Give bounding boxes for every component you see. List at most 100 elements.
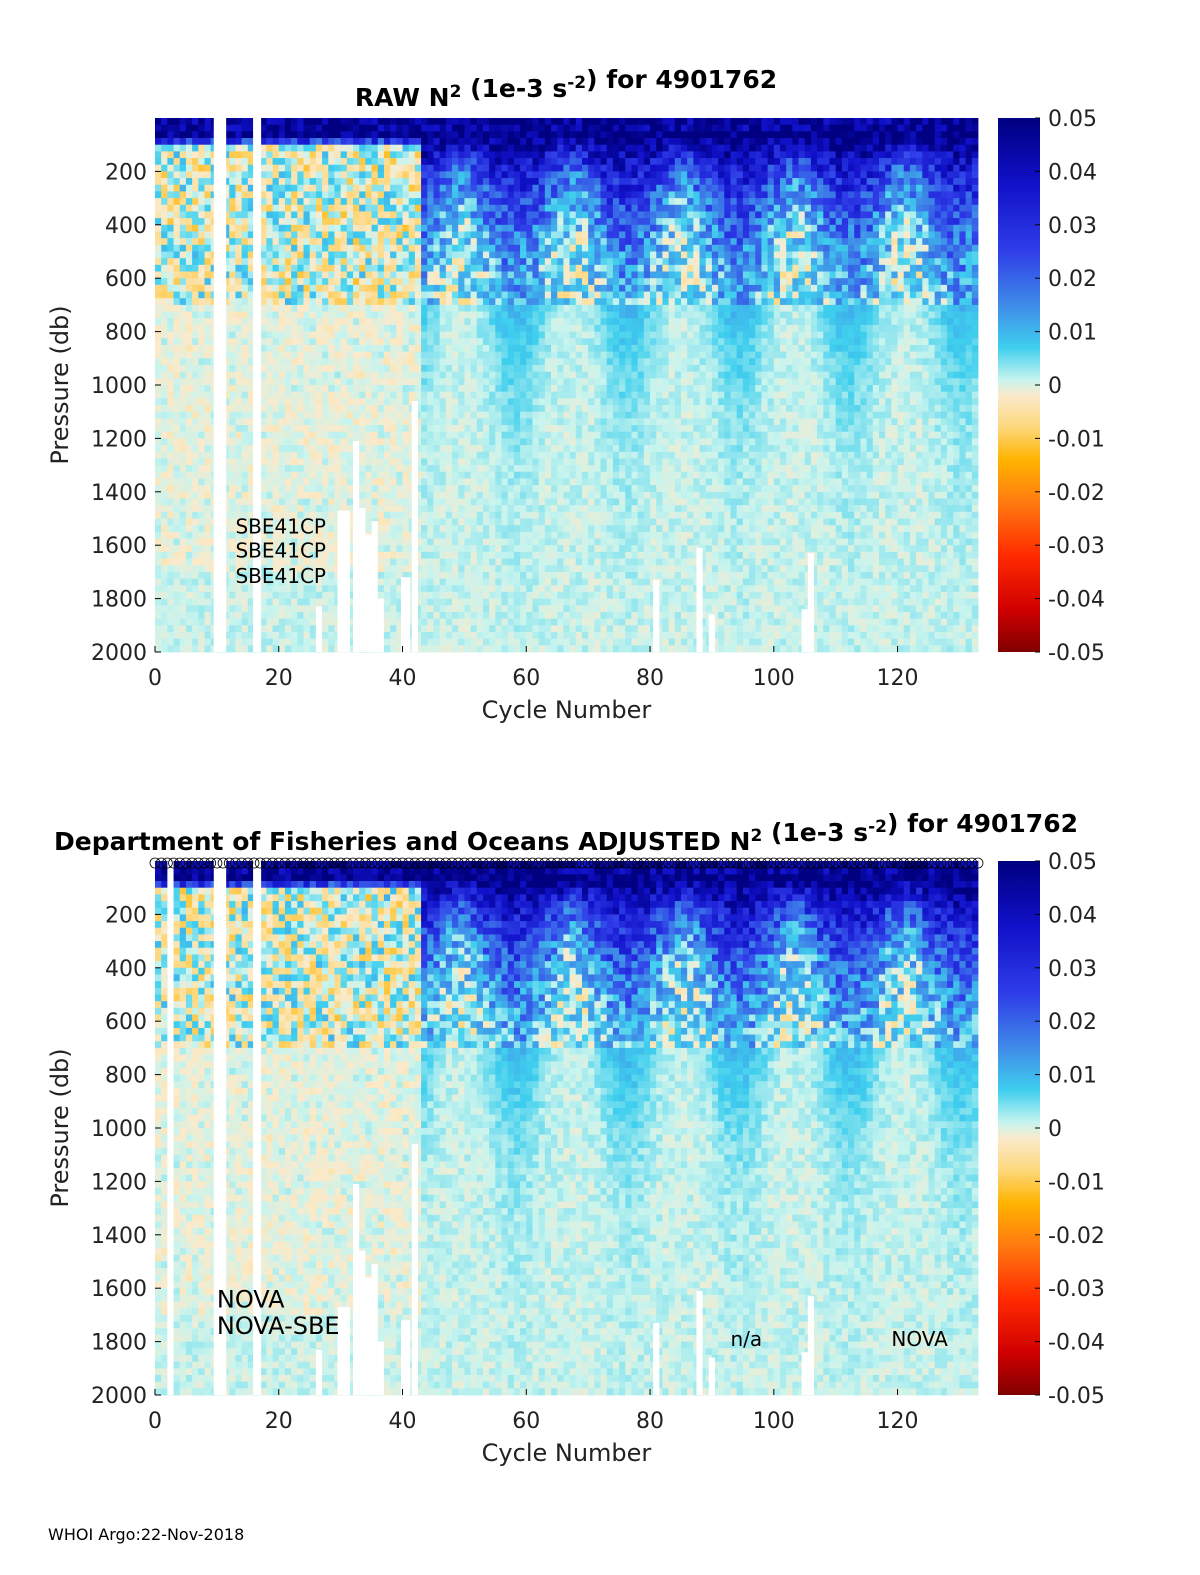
heatmap-cell (205, 352, 212, 359)
heatmap-cell (180, 191, 187, 198)
heatmap-cell (186, 519, 193, 526)
heatmap-cell (539, 338, 546, 345)
heatmap-cell (322, 592, 329, 599)
heatmap-cell (427, 645, 434, 652)
heatmap-cell (532, 211, 539, 218)
heatmap-cell (508, 191, 515, 198)
heatmap-cell (372, 392, 379, 399)
heatmap-cell (390, 258, 397, 265)
heatmap-cell (205, 338, 212, 345)
heatmap-cell (353, 131, 360, 138)
heatmap-cell (242, 639, 249, 646)
heatmap-cell (427, 305, 434, 312)
heatmap-cell (242, 151, 249, 158)
heatmap-cell (316, 125, 323, 132)
heatmap-cell (155, 312, 162, 319)
heatmap-cell (384, 579, 391, 586)
heatmap-cell (464, 338, 471, 345)
heatmap-cell (205, 218, 212, 225)
heatmap-cell (279, 345, 286, 352)
heatmap-cell (502, 585, 509, 592)
heatmap-cell (347, 398, 354, 405)
heatmap-cell (446, 385, 453, 392)
heatmap-cell (446, 211, 453, 218)
heatmap-cell (415, 118, 422, 125)
heatmap-cell (520, 205, 527, 212)
heatmap-cell (205, 539, 212, 546)
heatmap-cell (334, 432, 341, 439)
heatmap-cell (471, 205, 478, 212)
heatmap-cell (279, 378, 286, 385)
heatmap-cell (353, 358, 360, 365)
heatmap-cell (235, 612, 242, 619)
heatmap-cell (421, 165, 428, 172)
heatmap-cell (155, 245, 162, 252)
heatmap-cell (452, 225, 459, 232)
heatmap-cell (347, 305, 354, 312)
heatmap-cell (458, 485, 465, 492)
heatmap-cell (155, 639, 162, 646)
heatmap-cell (260, 365, 267, 372)
heatmap-cell (192, 365, 199, 372)
heatmap-cell (520, 352, 527, 359)
heatmap-cell (229, 438, 236, 445)
heatmap-cell (174, 565, 181, 572)
heatmap-cell (365, 191, 372, 198)
heatmap-cell (322, 398, 329, 405)
heatmap-cell (520, 465, 527, 472)
heatmap-cell (161, 372, 168, 379)
heatmap-cell (174, 552, 181, 559)
heatmap-cell (384, 498, 391, 505)
heatmap-cell (427, 452, 434, 459)
heatmap-cell (273, 151, 280, 158)
heatmap-cell (495, 358, 502, 365)
heatmap-cell (526, 432, 533, 439)
heatmap-cell (285, 412, 292, 419)
heatmap-cell (409, 245, 416, 252)
heatmap-cell (514, 412, 521, 419)
heatmap-cell (471, 592, 478, 599)
heatmap-cell (273, 632, 280, 639)
heatmap-cell (520, 325, 527, 332)
heatmap-cell (347, 292, 354, 299)
heatmap-cell (520, 211, 527, 218)
heatmap-cell (514, 632, 521, 639)
heatmap-cell (291, 278, 298, 285)
heatmap-cell (365, 205, 372, 212)
heatmap-cell (347, 245, 354, 252)
heatmap-cell (452, 592, 459, 599)
heatmap-cell (304, 358, 311, 365)
heatmap-cell (403, 478, 410, 485)
heatmap-cell (260, 205, 267, 212)
heatmap-cell (514, 559, 521, 566)
heatmap-cell (205, 278, 212, 285)
heatmap-cell (297, 372, 304, 379)
heatmap-cell (440, 165, 447, 172)
heatmap-cell (174, 198, 181, 205)
heatmap-cell (514, 225, 521, 232)
heatmap-cell (433, 238, 440, 245)
heatmap-cell (378, 125, 385, 132)
heatmap-cell (155, 485, 162, 492)
heatmap-cell (279, 465, 286, 472)
heatmap-cell (384, 599, 391, 606)
heatmap-cell (464, 545, 471, 552)
heatmap-cell (477, 252, 484, 259)
heatmap-cell (347, 131, 354, 138)
heatmap-cell (229, 472, 236, 479)
heatmap-cell (174, 258, 181, 265)
heatmap-cell (198, 358, 205, 365)
heatmap-cell (427, 385, 434, 392)
heatmap-cell (483, 505, 490, 512)
heatmap-cell (174, 579, 181, 586)
heatmap-cell (205, 332, 212, 339)
heatmap-cell (161, 218, 168, 225)
heatmap-cell (372, 238, 379, 245)
heatmap-cell (347, 325, 354, 332)
heatmap-cell (198, 519, 205, 526)
heatmap-cell (242, 278, 249, 285)
heatmap-cell (291, 485, 298, 492)
heatmap-cell (291, 218, 298, 225)
heatmap-cell (304, 332, 311, 339)
heatmap-cell (316, 312, 323, 319)
